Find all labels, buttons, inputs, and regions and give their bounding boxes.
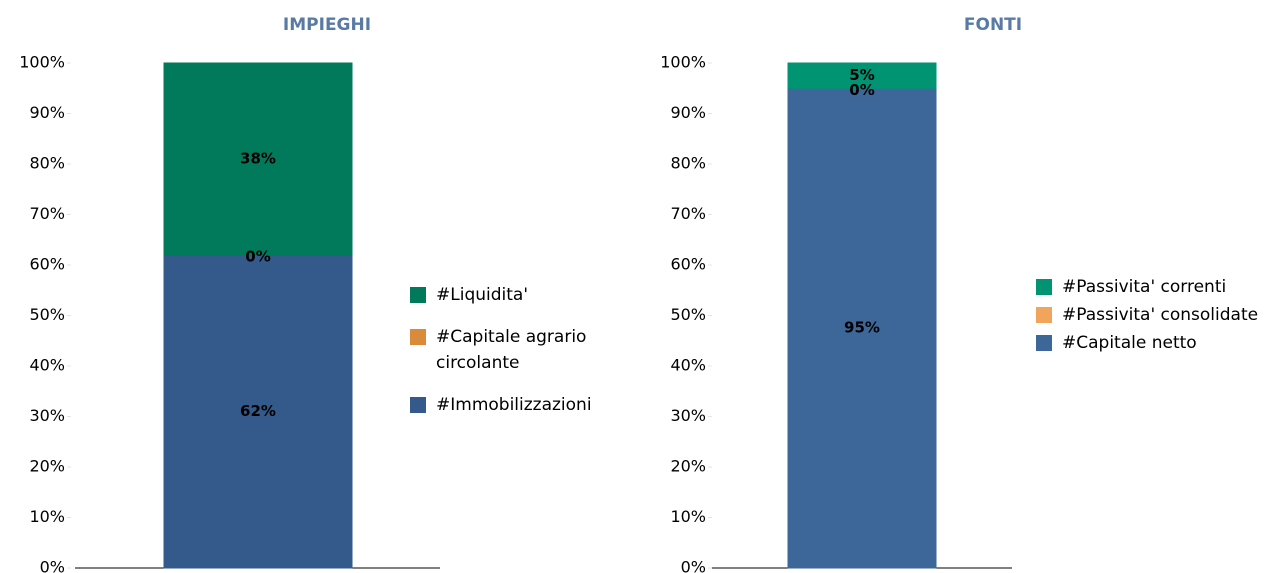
y-tick-label: 40% (670, 356, 706, 375)
legend-swatch (1036, 307, 1052, 323)
y-tick-label: 100% (660, 53, 706, 72)
legend-label: #Capitale netto (1062, 333, 1197, 353)
y-tick-label: 60% (29, 255, 65, 274)
y-tick-label: 70% (670, 204, 706, 223)
y-tick-label: 0% (681, 558, 706, 573)
y-tick-label: 90% (670, 103, 706, 122)
bar-segment (163, 62, 353, 256)
legend: #Passivita' correnti #Passivita' consolid… (1036, 260, 1280, 370)
y-tick-label: 10% (670, 507, 706, 526)
y-tick-label: 10% (29, 507, 65, 526)
legend-item: #Immobilizzazioni (410, 392, 640, 418)
legend-item: #Passivita' correnti (1036, 274, 1280, 300)
chart-title: FONTI (964, 15, 1022, 35)
y-tick-label: 80% (29, 154, 65, 173)
legend: #Liquidita' #Capitale agrario circolante #… (410, 260, 640, 440)
y-tick-label: 30% (670, 406, 706, 425)
legend-swatch (410, 397, 426, 413)
legend-swatch (410, 287, 426, 303)
value-label: 0% (245, 247, 270, 265)
legend-label: #Capitale agrario circolante (436, 327, 587, 373)
value-label: 62% (240, 402, 276, 420)
y-tick-label: 60% (670, 255, 706, 274)
bar-segment (787, 87, 937, 569)
bar-segment (163, 254, 353, 569)
value-label: 38% (240, 149, 276, 167)
legend-label: #Passivita' consolidate (1062, 305, 1259, 325)
legend-item: #Capitale agrario circolante (410, 324, 640, 376)
y-tick-label: 30% (29, 406, 65, 425)
legend-swatch (1036, 279, 1052, 295)
legend-swatch (1036, 335, 1052, 351)
y-tick-label: 0% (40, 558, 65, 573)
legend-label: #Liquidita' (436, 285, 528, 305)
value-label: 95% (844, 319, 880, 337)
legend-item: #Liquidita' (410, 282, 640, 308)
y-tick-label: 20% (670, 457, 706, 476)
value-label: 0% (849, 81, 874, 99)
y-tick-label: 80% (670, 154, 706, 173)
value-label: 5% (849, 66, 874, 84)
legend-item: #Capitale netto (1036, 330, 1280, 356)
y-tick-label: 50% (29, 305, 65, 324)
legend-label: #Immobilizzazioni (436, 395, 592, 415)
y-tick-label: 90% (29, 103, 65, 122)
legend-swatch (410, 329, 426, 345)
bar-segment (787, 62, 937, 89)
y-tick-label: 50% (670, 305, 706, 324)
chart-title: IMPIEGHI (283, 15, 371, 35)
legend-item: #Passivita' consolidate (1036, 302, 1280, 328)
y-tick-label: 40% (29, 356, 65, 375)
y-tick-label: 70% (29, 204, 65, 223)
y-tick-label: 20% (29, 457, 65, 476)
y-tick-label: 100% (19, 53, 65, 72)
legend-label: #Passivita' correnti (1062, 277, 1227, 297)
